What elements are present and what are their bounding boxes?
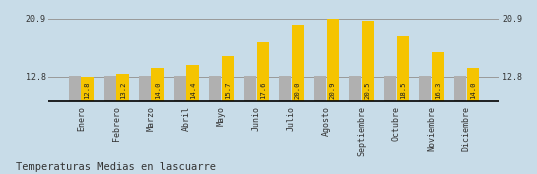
Text: 18.5: 18.5: [400, 81, 406, 99]
Text: 12.8: 12.8: [84, 81, 91, 99]
Bar: [467, 68, 479, 101]
Bar: [257, 42, 269, 101]
Bar: [279, 76, 291, 101]
Bar: [139, 76, 151, 101]
Bar: [292, 25, 304, 101]
Bar: [104, 76, 116, 101]
Text: 20.5: 20.5: [365, 81, 371, 99]
Text: 20.0: 20.0: [295, 81, 301, 99]
Bar: [117, 74, 129, 101]
Text: 16.3: 16.3: [435, 81, 441, 99]
Text: 14.4: 14.4: [190, 81, 195, 99]
Text: Temperaturas Medias en lascuarre: Temperaturas Medias en lascuarre: [16, 162, 216, 172]
Bar: [432, 52, 444, 101]
Bar: [222, 56, 234, 101]
Text: 14.0: 14.0: [470, 81, 476, 99]
Text: 14.0: 14.0: [155, 81, 161, 99]
Bar: [174, 76, 186, 101]
Bar: [82, 77, 93, 101]
Bar: [384, 76, 396, 101]
Text: 20.9: 20.9: [330, 81, 336, 99]
Bar: [244, 76, 256, 101]
Bar: [69, 76, 81, 101]
Text: 13.2: 13.2: [120, 81, 126, 99]
Bar: [397, 36, 409, 101]
Text: 17.6: 17.6: [260, 81, 266, 99]
Bar: [454, 76, 466, 101]
Bar: [326, 18, 339, 101]
Bar: [361, 21, 374, 101]
Bar: [209, 76, 221, 101]
Text: 15.7: 15.7: [224, 81, 231, 99]
Bar: [349, 76, 361, 101]
Bar: [186, 65, 199, 101]
Bar: [151, 68, 164, 101]
Bar: [314, 76, 326, 101]
Bar: [419, 76, 431, 101]
